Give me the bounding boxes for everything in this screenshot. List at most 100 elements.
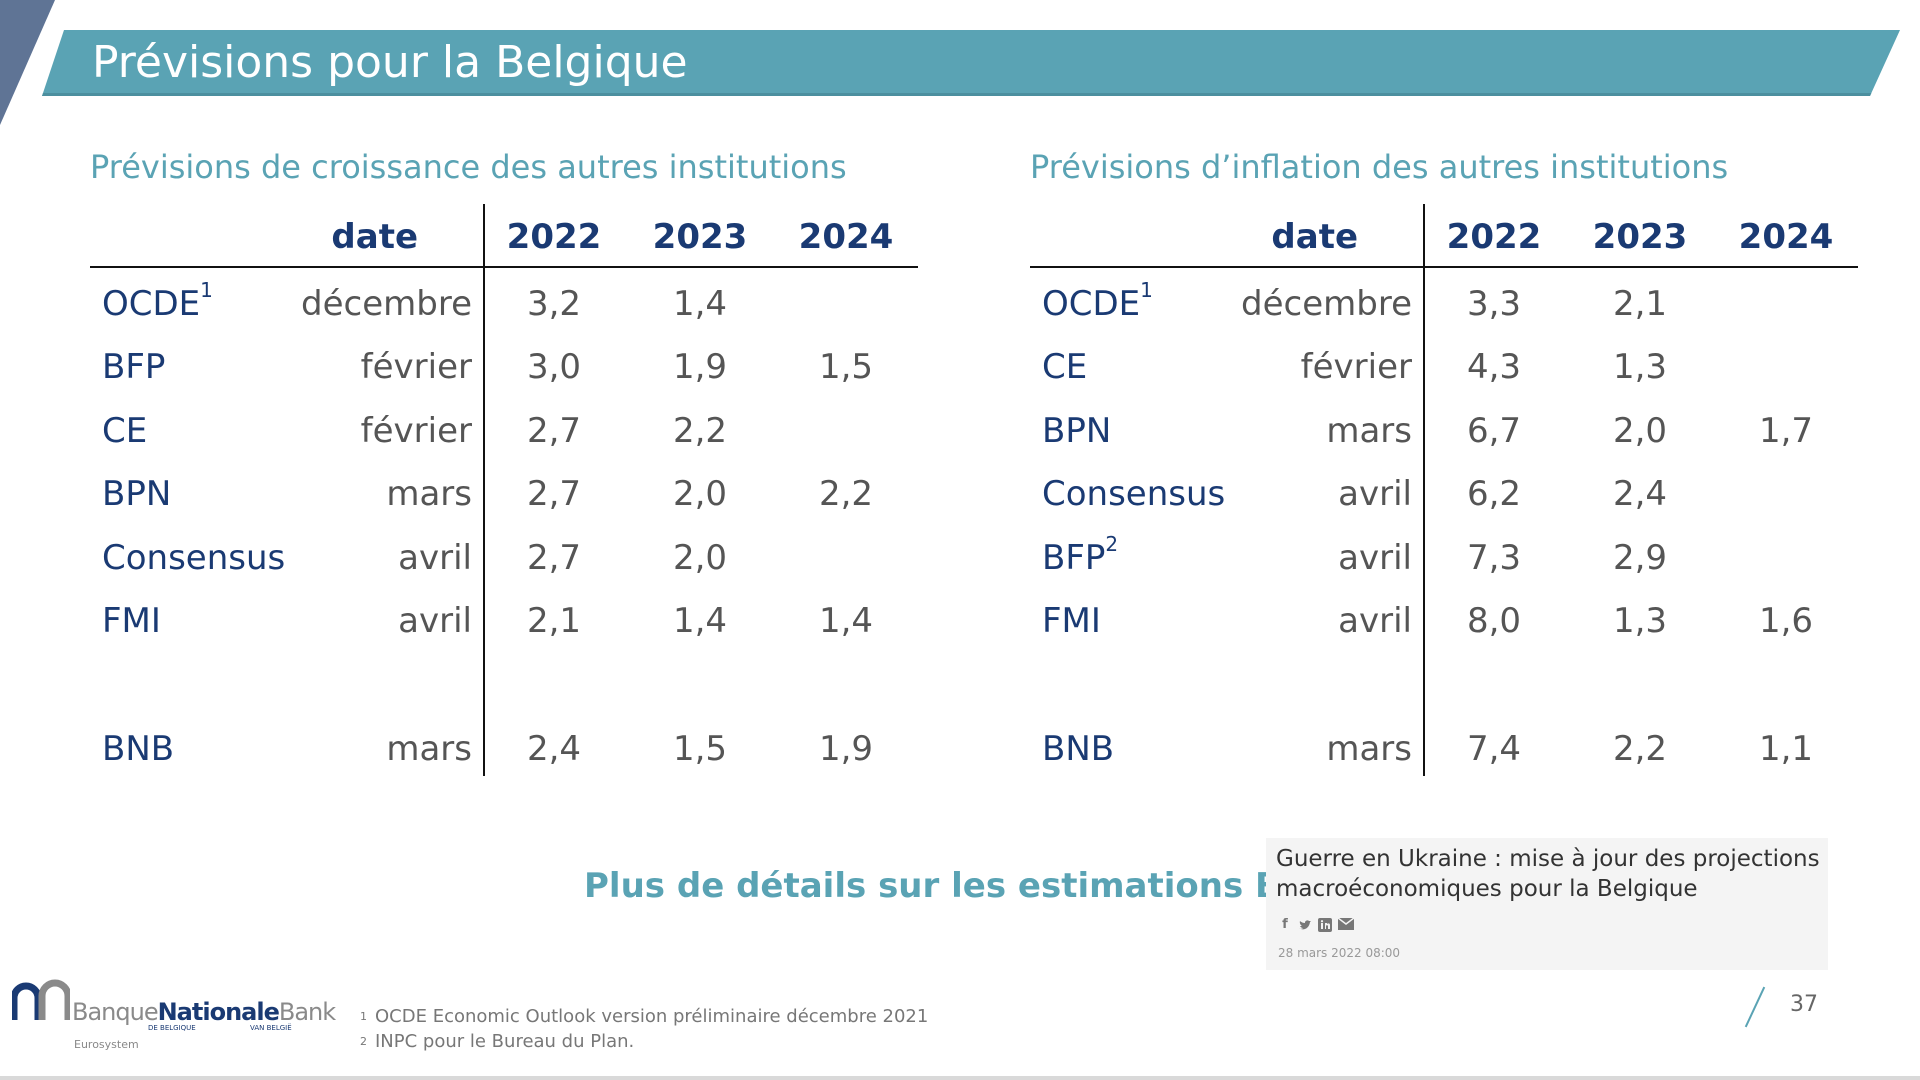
institution-cell: BFP bbox=[102, 339, 165, 395]
value-2022: 2,4 bbox=[526, 729, 582, 769]
institution-name: BNB bbox=[1042, 729, 1115, 769]
logo-sub-nl: VAN BELGIË bbox=[250, 1024, 292, 1032]
footnote-ref: 1 bbox=[1140, 278, 1153, 302]
value-2023: 1,5 bbox=[672, 729, 728, 769]
institution-cell: CE bbox=[102, 403, 147, 459]
date-cell: mars bbox=[1326, 411, 1412, 451]
value-2023: 1,3 bbox=[1612, 347, 1668, 387]
institution-name: CE bbox=[102, 411, 148, 451]
institution-cell: BNB bbox=[102, 721, 174, 777]
value-2022: 7,3 bbox=[1466, 538, 1522, 578]
value-2023: 1,4 bbox=[672, 601, 728, 641]
institution-cell: CE bbox=[1042, 339, 1087, 395]
date-cell: mars bbox=[1326, 729, 1412, 769]
header-2024: 2024 bbox=[1738, 217, 1834, 257]
bnb-logo-mark-icon bbox=[12, 979, 70, 1020]
date-cell: février bbox=[360, 411, 472, 451]
facebook-icon[interactable]: f bbox=[1282, 917, 1288, 932]
institution-name: Consensus bbox=[102, 538, 286, 578]
value-2022: 8,0 bbox=[1466, 601, 1522, 641]
table-row: BFP février 3,0 1,9 1,5 bbox=[90, 339, 918, 395]
social-share-bar: f bbox=[1278, 917, 1355, 932]
institution-cell: OCDE1 bbox=[1042, 276, 1153, 332]
value-2022: 3,3 bbox=[1466, 284, 1522, 324]
table-row: OCDE1 décembre 3,3 2,1 bbox=[1030, 276, 1858, 332]
value-2022: 4,3 bbox=[1466, 347, 1522, 387]
value-2023: 2,2 bbox=[1612, 729, 1668, 769]
institution-name: Consensus bbox=[1042, 474, 1226, 514]
column-divider bbox=[483, 204, 485, 776]
institution-cell: BNB bbox=[1042, 721, 1114, 777]
logo-sub-fr: DE BELGIQUE bbox=[148, 1024, 196, 1032]
table-row: BPN mars 6,7 2,0 1,7 bbox=[1030, 403, 1858, 459]
twitter-icon[interactable] bbox=[1298, 918, 1312, 932]
date-cell: avril bbox=[1338, 538, 1412, 578]
value-2023: 2,4 bbox=[1612, 474, 1668, 514]
value-2024: 1,5 bbox=[818, 347, 874, 387]
page-number: 37 bbox=[1790, 992, 1818, 1017]
value-2022: 6,7 bbox=[1466, 411, 1522, 451]
table-row: FMI avril 2,1 1,4 1,4 bbox=[90, 593, 918, 649]
footnotes: 1 OCDE Economic Outlook version prélimina… bbox=[360, 1004, 928, 1054]
institution-cell: Consensus bbox=[1042, 466, 1225, 522]
institution-cell: FMI bbox=[102, 593, 161, 649]
inflation-table: date 2022 2023 2024 OCDE1 décembre 3,3 2,1 C… bbox=[1030, 200, 1858, 780]
table-row: BFP2 avril 7,3 2,9 bbox=[1030, 530, 1858, 586]
table-row: CE février 4,3 1,3 bbox=[1030, 339, 1858, 395]
bottom-rule bbox=[0, 1076, 1920, 1080]
date-cell: mars bbox=[386, 474, 472, 514]
value-2022: 3,2 bbox=[526, 284, 582, 324]
date-cell: décembre bbox=[301, 284, 472, 324]
value-2023: 2,0 bbox=[672, 538, 728, 578]
institution-name: BNB bbox=[102, 729, 175, 769]
title-band bbox=[42, 30, 1900, 96]
value-2023: 2,0 bbox=[1612, 411, 1668, 451]
date-cell: décembre bbox=[1241, 284, 1412, 324]
institution-name: FMI bbox=[1042, 601, 1101, 641]
page-number-slash bbox=[1744, 986, 1766, 1028]
institution-cell: Consensus bbox=[102, 530, 285, 586]
date-cell: avril bbox=[398, 538, 472, 578]
institution-name: OCDE bbox=[1042, 284, 1141, 324]
table-row: FMI avril 8,0 1,3 1,6 bbox=[1030, 593, 1858, 649]
institution-name: FMI bbox=[102, 601, 161, 641]
value-2022: 2,1 bbox=[526, 601, 582, 641]
header-date: date bbox=[331, 217, 418, 257]
article-title[interactable]: Guerre en Ukraine : mise à jour des proj… bbox=[1276, 846, 1820, 902]
institution-cell: FMI bbox=[1042, 593, 1101, 649]
details-link[interactable]: Plus de détails sur les estimations BNB bbox=[584, 866, 1336, 906]
header-2022: 2022 bbox=[1446, 217, 1542, 257]
logo-wordmark: BanqueNationaleBank bbox=[72, 998, 336, 1026]
value-2022: 6,2 bbox=[1466, 474, 1522, 514]
linkedin-icon[interactable] bbox=[1318, 918, 1332, 932]
value-2024: 1,9 bbox=[818, 729, 874, 769]
institution-name: BFP bbox=[102, 347, 166, 387]
institution-cell: BPN bbox=[102, 466, 171, 522]
institution-name: CE bbox=[1042, 347, 1088, 387]
header-date: date bbox=[1271, 217, 1358, 257]
mail-icon[interactable] bbox=[1337, 917, 1355, 932]
table-row: CE février 2,7 2,2 bbox=[90, 403, 918, 459]
header-2022: 2022 bbox=[506, 217, 602, 257]
header-2023: 2023 bbox=[1592, 217, 1688, 257]
institution-cell: BFP2 bbox=[1042, 530, 1118, 586]
date-cell: février bbox=[360, 347, 472, 387]
value-2022: 2,7 bbox=[526, 538, 582, 578]
table-row: BPN mars 2,7 2,0 2,2 bbox=[90, 466, 918, 522]
corner-decoration bbox=[0, 0, 55, 125]
institution-cell: BPN bbox=[1042, 403, 1111, 459]
footnote-ref: 2 bbox=[1105, 532, 1119, 556]
growth-table: date 2022 2023 2024 OCDE1 décembre 3,2 1,4 B… bbox=[90, 200, 918, 780]
eurosystem-label: Eurosystem bbox=[74, 1038, 139, 1051]
table-row: BNB mars 2,4 1,5 1,9 bbox=[90, 721, 918, 777]
table-row: BNB mars 7,4 2,2 1,1 bbox=[1030, 721, 1858, 777]
date-cell: avril bbox=[398, 601, 472, 641]
value-2022: 2,7 bbox=[526, 411, 582, 451]
footnote-2: 2 INPC pour le Bureau du Plan. bbox=[360, 1031, 635, 1052]
page-title: Prévisions pour la Belgique bbox=[92, 37, 688, 88]
institution-name: BPN bbox=[1042, 411, 1112, 451]
value-2024: 1,4 bbox=[818, 601, 874, 641]
header-2023: 2023 bbox=[652, 217, 748, 257]
footnote-1: 1 OCDE Economic Outlook version prélimina… bbox=[360, 1006, 929, 1027]
article-card[interactable]: Guerre en Ukraine : mise à jour des proj… bbox=[1266, 838, 1828, 970]
